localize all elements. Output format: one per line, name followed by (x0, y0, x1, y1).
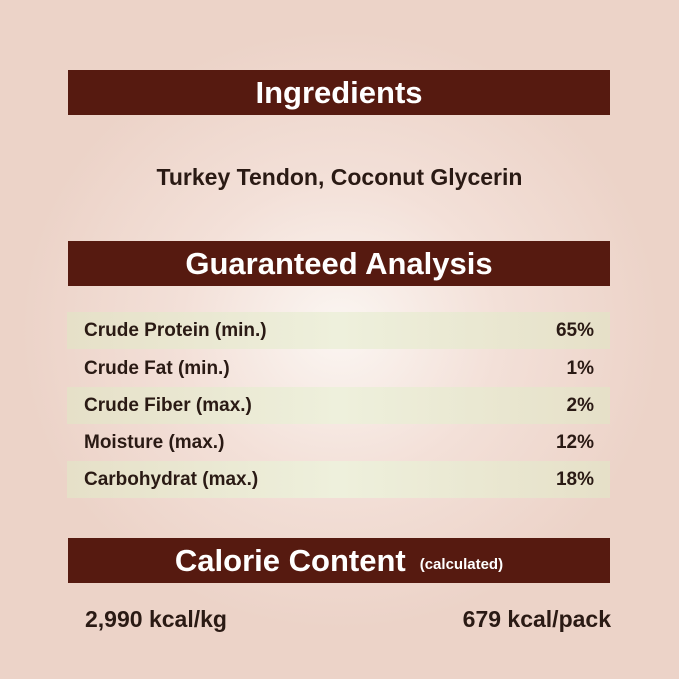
analysis-row: Crude Fat (min.) 1% (67, 350, 610, 387)
row-value: 12% (555, 431, 594, 453)
analysis-row: Moisture (max.) 12% (67, 424, 610, 461)
ingredients-heading-text: Ingredients (255, 74, 423, 110)
row-label: Crude Fiber (max.) (84, 394, 252, 416)
row-value: 2% (566, 394, 594, 416)
calorie-per-pack: 679 kcal/pack (462, 606, 611, 632)
calorie-per-kg: 2,990 kcal/kg (85, 606, 227, 632)
row-label: Crude Fat (min.) (84, 357, 230, 379)
row-value: 65% (555, 319, 594, 341)
ingredients-heading: Ingredients (68, 70, 610, 115)
row-label: Carbohydrat (max.) (84, 468, 259, 490)
calorie-heading-text: Calorie Content (174, 542, 406, 578)
calorie-heading: Calorie Content (calculated) (68, 538, 610, 583)
analysis-row: Crude Protein (min.) 65% (67, 312, 610, 349)
row-label: Moisture (max.) (84, 431, 225, 453)
row-value: 18% (555, 468, 594, 490)
analysis-row: Carbohydrat (max.) 18% (67, 461, 610, 498)
analysis-row: Crude Fiber (max.) 2% (67, 387, 610, 424)
analysis-heading-text: Guaranteed Analysis (185, 245, 493, 281)
row-label: Crude Protein (min.) (84, 319, 267, 341)
row-value: 1% (566, 357, 594, 379)
ingredients-text: Turkey Tendon, Coconut Glycerin (156, 164, 523, 190)
calorie-note: (calculated) (419, 556, 504, 573)
analysis-heading: Guaranteed Analysis (68, 241, 610, 286)
